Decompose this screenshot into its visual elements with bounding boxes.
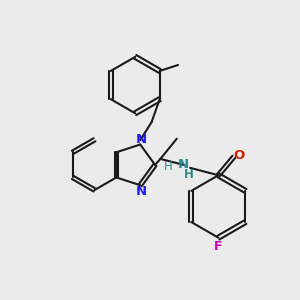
Text: N: N [136,185,147,198]
Text: H: H [164,160,173,173]
Text: H: H [184,168,194,181]
Text: O: O [233,149,245,162]
Text: N: N [136,133,147,146]
Text: N: N [178,158,189,171]
Text: F: F [214,240,223,253]
